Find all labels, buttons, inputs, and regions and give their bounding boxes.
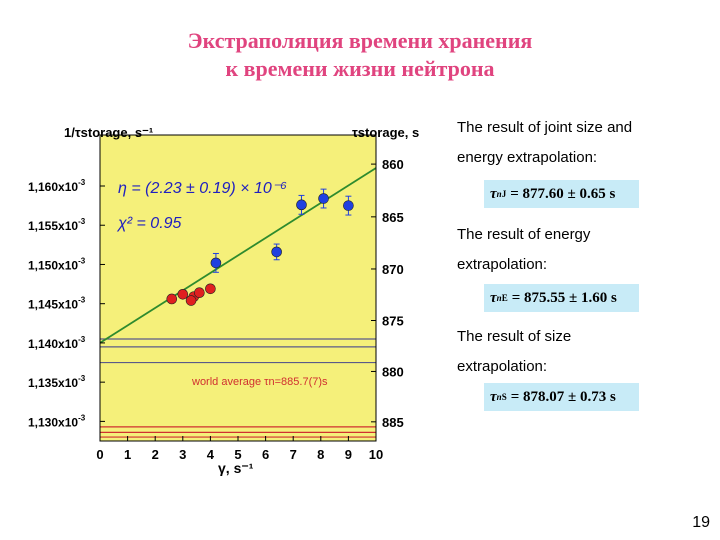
- data-point: [271, 246, 282, 258]
- result2-formula: = 875.55 ± 1.60 s: [511, 289, 617, 306]
- result3-text-b: extrapolation:: [457, 358, 548, 375]
- x-tick-label: 10: [369, 447, 383, 462]
- y-tick-label-left: 1,140x10-3: [28, 335, 86, 351]
- x-axis-label: γ, s⁻¹: [218, 460, 254, 476]
- y-tick-exp: -3: [78, 178, 86, 187]
- y-tick-label-right: 865: [382, 210, 404, 225]
- extrapolation-chart: 0 1 2 3 4 5 6 7 8 9 10 1,160x10-3 1,155x10-3 1,150x1…: [28, 125, 419, 476]
- result2-text-a: The result of energy: [457, 226, 591, 243]
- x-tick-label: 1: [124, 447, 131, 462]
- y-tick-label-right: 880: [382, 364, 404, 379]
- x-tick-label: 7: [290, 447, 297, 462]
- result1-sup: J: [501, 189, 507, 199]
- x-tick-label: 2: [152, 447, 159, 462]
- tau-symbol: τ: [490, 289, 497, 306]
- y-axis-label-left: 1/τstorage, s⁻¹: [64, 125, 153, 140]
- tau-symbol: τ: [490, 388, 497, 405]
- y-tick-exp: -3: [78, 374, 86, 383]
- result1-text-b: energy extrapolation:: [457, 149, 598, 166]
- chi-annotation: χ² = 0.95: [116, 215, 182, 232]
- result1-text: The result of joint size and energy extr…: [457, 113, 707, 173]
- y-tick-label-right: 885: [382, 415, 404, 430]
- x-tick-label: 8: [317, 447, 324, 462]
- data-point: [318, 193, 329, 204]
- result1-text-a: The result of joint size and: [457, 119, 633, 136]
- eta-annotation: η = (2.23 ± 0.19) × 10⁻⁶: [118, 180, 287, 197]
- y-tick-label-left: 1,150x10-3: [28, 256, 86, 272]
- y-tick-exp: -3: [78, 256, 86, 265]
- result3-text: The result of size extrapolation:: [457, 322, 707, 382]
- data-point: [205, 283, 216, 295]
- y-tick-label-left: 1,145x10-3: [28, 296, 86, 312]
- result2-sup: E: [501, 293, 508, 303]
- result3-formula: = 878.07 ± 0.73 s: [510, 388, 616, 405]
- x-tick-label: 9: [345, 447, 352, 462]
- result2-text-b: extrapolation:: [457, 256, 548, 273]
- x-tick-label: 5: [234, 447, 241, 462]
- y-tick-label-right: 875: [382, 314, 404, 329]
- y-tick-label-left: 1,130x10-3: [28, 413, 86, 429]
- tau-symbol: τ: [490, 185, 497, 202]
- data-point: [210, 257, 222, 269]
- result2-text: The result of energy extrapolation:: [457, 220, 707, 280]
- y-tick-label-left: 1,155x10-3: [28, 217, 86, 233]
- y-tick-label-left: 1,160x10-3: [28, 178, 86, 194]
- world-average-label: world average τn=885.7(7)s: [191, 376, 328, 388]
- data-point: [177, 288, 189, 300]
- y-tick-exp: -3: [78, 217, 86, 226]
- fit-line: [99, 167, 377, 344]
- slide-title-line2: к времени жизни нейтрона: [225, 56, 495, 81]
- x-tick-label: 4: [207, 447, 215, 462]
- result3-sup: S: [501, 392, 507, 402]
- data-point: [343, 200, 354, 211]
- data-point: [296, 199, 307, 211]
- page-number: 19: [692, 514, 710, 531]
- y-tick-label-right: 870: [382, 262, 404, 277]
- data-point: [194, 287, 205, 299]
- y-tick-exp: -3: [78, 335, 86, 344]
- result1-formula: = 877.60 ± 0.65 s: [510, 185, 616, 202]
- y-tick-exp: -3: [78, 413, 86, 422]
- data-point: [185, 295, 197, 306]
- data-point: [166, 293, 178, 305]
- result3-text-a: The result of size: [457, 328, 572, 345]
- x-tick-label: 6: [262, 447, 269, 462]
- y-tick-label-right: 860: [382, 157, 404, 172]
- y-tick-exp: -3: [78, 296, 86, 305]
- y-tick-label-left: 1,135x10-3: [28, 374, 86, 390]
- slide-title-line1: Экстраполяция времени хранения: [187, 28, 533, 53]
- y-axis-label-right: τstorage, s: [352, 125, 419, 140]
- plot-background: [100, 135, 376, 441]
- x-tick-label: 3: [179, 447, 186, 462]
- x-tick-label: 0: [96, 447, 103, 462]
